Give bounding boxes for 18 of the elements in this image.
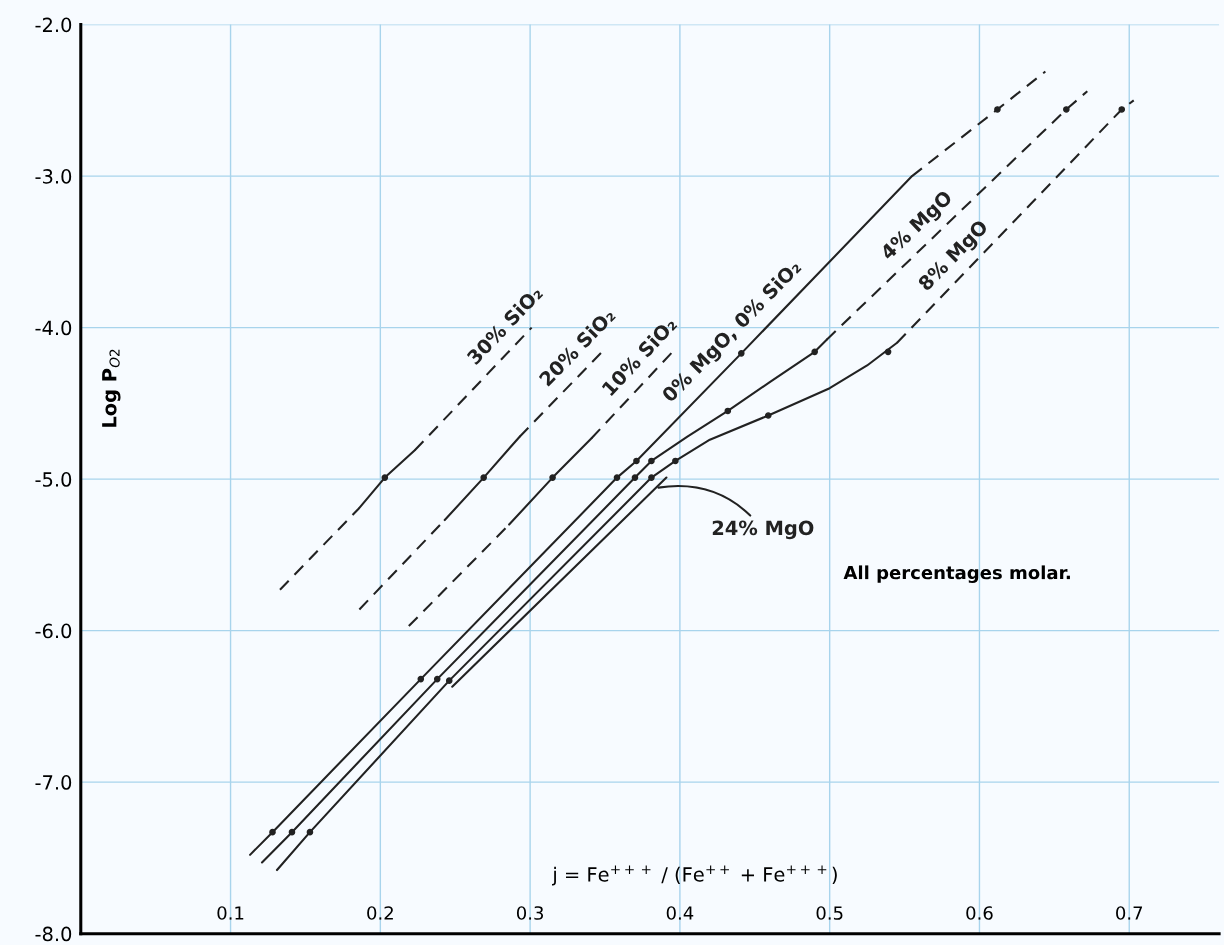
- x-tick-label: 0.3: [516, 906, 544, 920]
- x-tick-label: 0.7: [1116, 906, 1143, 920]
- y-tick-label: -8.0: [35, 926, 72, 942]
- legend-label: 24% MgO: [712, 520, 814, 540]
- x-tick-label: 0.4: [666, 906, 694, 920]
- y-axis-title: Log P$_{O2}$: [102, 349, 121, 427]
- y-tick-label: -4.0: [35, 320, 72, 336]
- y-tick-label: -2.0: [35, 17, 72, 33]
- y-tick-label: -5.0: [35, 472, 72, 487]
- x-tick-label: 0.5: [816, 906, 843, 920]
- y-tick-label: -6.0: [35, 623, 72, 639]
- x-tick-label: 0.6: [966, 906, 993, 920]
- x-axis-title: j = Fe$^{+++}$ / (Fe$^{++}$ + Fe$^{+++}$): [552, 865, 837, 886]
- y-tick-label: -7.0: [35, 775, 72, 790]
- y-tick-label: -3.0: [35, 169, 72, 184]
- x-tick-label: 0.1: [217, 906, 244, 920]
- annotation: All percentages molar.: [843, 565, 1070, 584]
- x-tick-label: 0.2: [367, 906, 393, 920]
